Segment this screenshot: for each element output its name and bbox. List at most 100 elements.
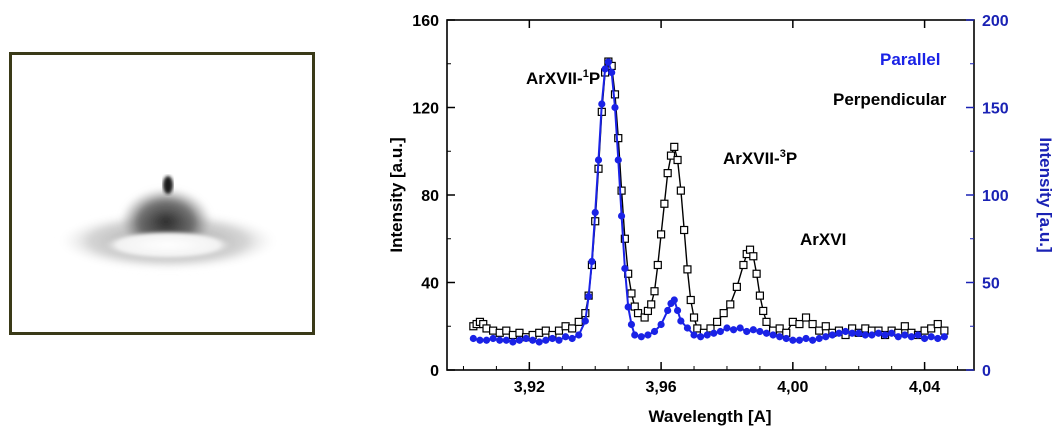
annotation-arxvii-3p-base: ArXVII- [723, 149, 780, 168]
point-parallel [585, 292, 593, 301]
point-perpendicular [801, 313, 811, 322]
point-parallel [624, 303, 632, 311]
annotation-arxvii-1p-end: P [589, 69, 600, 88]
point-parallel [901, 331, 909, 339]
point-parallel [670, 296, 678, 304]
x-tick-label: 4,04 [909, 379, 940, 396]
point-perpendicular [670, 142, 679, 151]
x-axis: 3,92 3,96 4,00 4,04 [462, 20, 959, 396]
point-parallel [795, 336, 804, 344]
plasma-emission-image [9, 52, 315, 335]
point-perpendicular [726, 300, 735, 309]
y2-axis-label: Intensity [a.u.] [1036, 137, 1055, 252]
y-axis-right: 0 50 100 150 200 [966, 13, 1009, 380]
point-parallel [920, 334, 929, 343]
point-parallel [575, 331, 583, 339]
annotation-arxvii-3p-sup: 3 [780, 148, 786, 160]
point-perpendicular [647, 300, 656, 309]
point-perpendicular [762, 317, 771, 326]
point-parallel [874, 329, 883, 337]
point-parallel [822, 333, 830, 341]
y2-tick-label: 50 [982, 276, 1000, 293]
point-parallel [782, 334, 790, 343]
point-perpendicular [535, 328, 544, 337]
x-tick-label: 3,96 [646, 379, 677, 396]
point-perpendicular [815, 326, 824, 335]
point-parallel [736, 324, 744, 332]
x-axis-label: Wavelength [A] [648, 407, 771, 426]
annotation-arxvii-1p-sup: 1 [583, 68, 589, 80]
point-parallel [749, 326, 757, 334]
point-perpendicular [808, 319, 817, 329]
x-tick-label: 4,00 [777, 379, 808, 396]
point-perpendicular [920, 326, 929, 335]
point-perpendicular [788, 317, 797, 326]
annotation-arxvii-3p: ArXVII-3P [723, 148, 797, 168]
point-perpendicular [676, 186, 685, 195]
annotation-arxvi: ArXVI [800, 230, 846, 249]
point-parallel [848, 329, 856, 337]
y-tick-label: 120 [412, 101, 439, 118]
point-parallel [914, 331, 922, 339]
point-perpendicular [749, 252, 758, 261]
point-perpendicular [656, 230, 666, 239]
point-parallel [598, 100, 606, 108]
point-parallel [631, 331, 639, 339]
point-parallel [608, 68, 616, 77]
point-parallel [581, 317, 589, 325]
point-parallel [743, 327, 751, 336]
point-parallel [482, 336, 491, 344]
point-perpendicular [640, 313, 649, 322]
point-perpendicular [686, 295, 695, 305]
point-parallel [894, 333, 902, 341]
point-perpendicular [680, 225, 689, 235]
point-perpendicular [489, 326, 498, 335]
point-perpendicular [927, 324, 936, 333]
point-parallel [502, 336, 510, 344]
point-parallel [664, 306, 672, 315]
y2-tick-label: 200 [982, 13, 1009, 30]
point-perpendicular [683, 265, 692, 274]
point-perpendicular [630, 302, 639, 311]
point-perpendicular [627, 289, 636, 298]
point-perpendicular [666, 151, 676, 160]
point-parallel [509, 338, 517, 346]
point-perpendicular [739, 260, 748, 270]
point-perpendicular [495, 328, 504, 337]
point-parallel [723, 324, 731, 332]
y-tick-label: 0 [430, 363, 439, 380]
point-parallel [542, 336, 550, 344]
point-parallel [697, 333, 705, 341]
point-perpendicular [689, 313, 699, 322]
point-parallel [809, 336, 817, 344]
point-parallel [756, 327, 764, 336]
point-parallel [716, 327, 724, 336]
point-parallel [769, 331, 777, 339]
point-parallel [657, 320, 665, 329]
point-perpendicular [759, 306, 768, 316]
point-perpendicular [940, 326, 949, 335]
point-parallel [617, 212, 626, 220]
y2-tick-label: 0 [982, 363, 991, 380]
point-parallel [611, 103, 619, 112]
point-perpendicular [775, 324, 784, 333]
point-parallel [476, 336, 484, 344]
point-parallel [469, 334, 477, 343]
point-perpendicular [752, 269, 761, 278]
point-parallel [522, 334, 530, 343]
point-perpendicular [673, 155, 682, 165]
point-perpendicular [620, 234, 629, 243]
point-perpendicular [502, 326, 511, 335]
point-perpendicular [719, 309, 728, 318]
y-tick-label: 40 [421, 276, 439, 293]
y2-tick-label: 100 [982, 188, 1009, 205]
legend-perpendicular: Perpendicular [833, 90, 947, 109]
point-parallel [548, 334, 556, 343]
point-parallel [529, 336, 537, 344]
point-parallel [855, 329, 863, 337]
point-perpendicular [541, 326, 550, 335]
point-parallel [673, 306, 682, 315]
point-perpendicular [515, 328, 524, 337]
point-parallel [614, 156, 622, 164]
point-parallel [861, 331, 869, 339]
